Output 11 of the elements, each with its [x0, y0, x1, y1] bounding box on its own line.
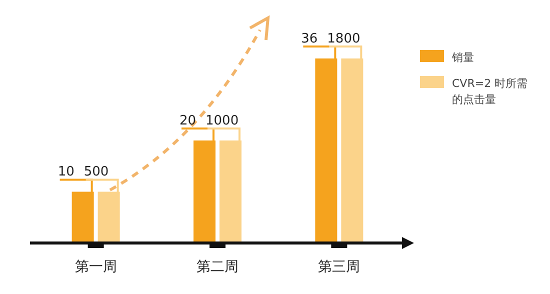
data-label: 20	[180, 113, 196, 128]
data-label: 10	[58, 164, 74, 180]
data-label: 1800	[327, 31, 360, 46]
x-tick-label: 第二周	[196, 259, 238, 275]
data-label: 500	[84, 164, 109, 180]
data-label: 1000	[206, 113, 239, 128]
x-tick-label: 第一周	[74, 259, 117, 275]
data-label: 36	[301, 31, 318, 46]
legend-label: CVR=2 时所需的点击量	[452, 77, 528, 106]
x-tick-label: 第三周	[318, 259, 360, 275]
legend-label: 销量	[451, 51, 474, 64]
